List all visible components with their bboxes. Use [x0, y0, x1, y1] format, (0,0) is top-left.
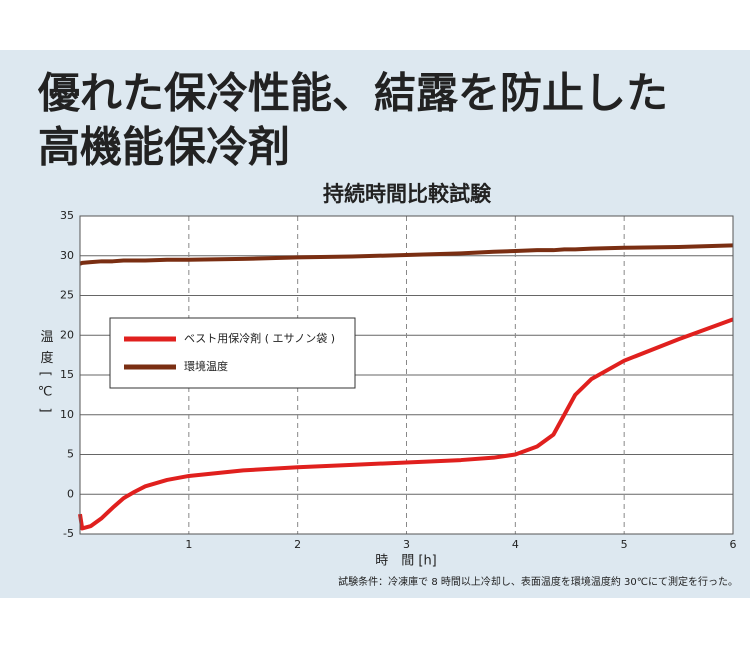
- legend-label: 環境温度: [184, 359, 228, 373]
- x-tick-label: 5: [621, 538, 628, 551]
- x-tick-label: 3: [403, 538, 410, 551]
- legend: [109, 317, 356, 389]
- data-line: [79, 243, 734, 266]
- y-tick-label: 15: [60, 368, 74, 381]
- data-line: [78, 317, 734, 531]
- y-tick-label: 30: [60, 249, 74, 262]
- chart-title: 持続時間比較試験: [323, 182, 492, 206]
- legend-label: ベスト用保冷剤 ( エサノン袋 ): [184, 331, 335, 345]
- y-axis-label: 温度[℃]: [38, 329, 54, 420]
- headline: 高機能保冷剤: [38, 123, 290, 172]
- y-tick-label: -5: [63, 527, 74, 540]
- x-tick-label: 4: [512, 538, 519, 551]
- y-tick-label: 0: [67, 487, 74, 500]
- y-tick-label: 25: [60, 289, 74, 302]
- y-tick-label: 35: [60, 209, 74, 222]
- x-tick-label: 2: [294, 538, 301, 551]
- y-tick-label: 5: [67, 448, 74, 461]
- headline: 優れた保冷性能、結露を防止した: [37, 69, 668, 118]
- note: 試験条件：冷凍庫で 8 時間以上冷却し、表面温度を環境温度約 30℃にて測定を行…: [338, 575, 738, 588]
- x-axis-label: 時 間 [h]: [375, 554, 437, 569]
- y-tick-label: 10: [60, 408, 74, 421]
- plot-border: [79, 215, 734, 535]
- y-tick-label: 20: [60, 328, 74, 341]
- x-tick-label: 1: [185, 538, 192, 551]
- x-tick-label: 6: [730, 538, 737, 551]
